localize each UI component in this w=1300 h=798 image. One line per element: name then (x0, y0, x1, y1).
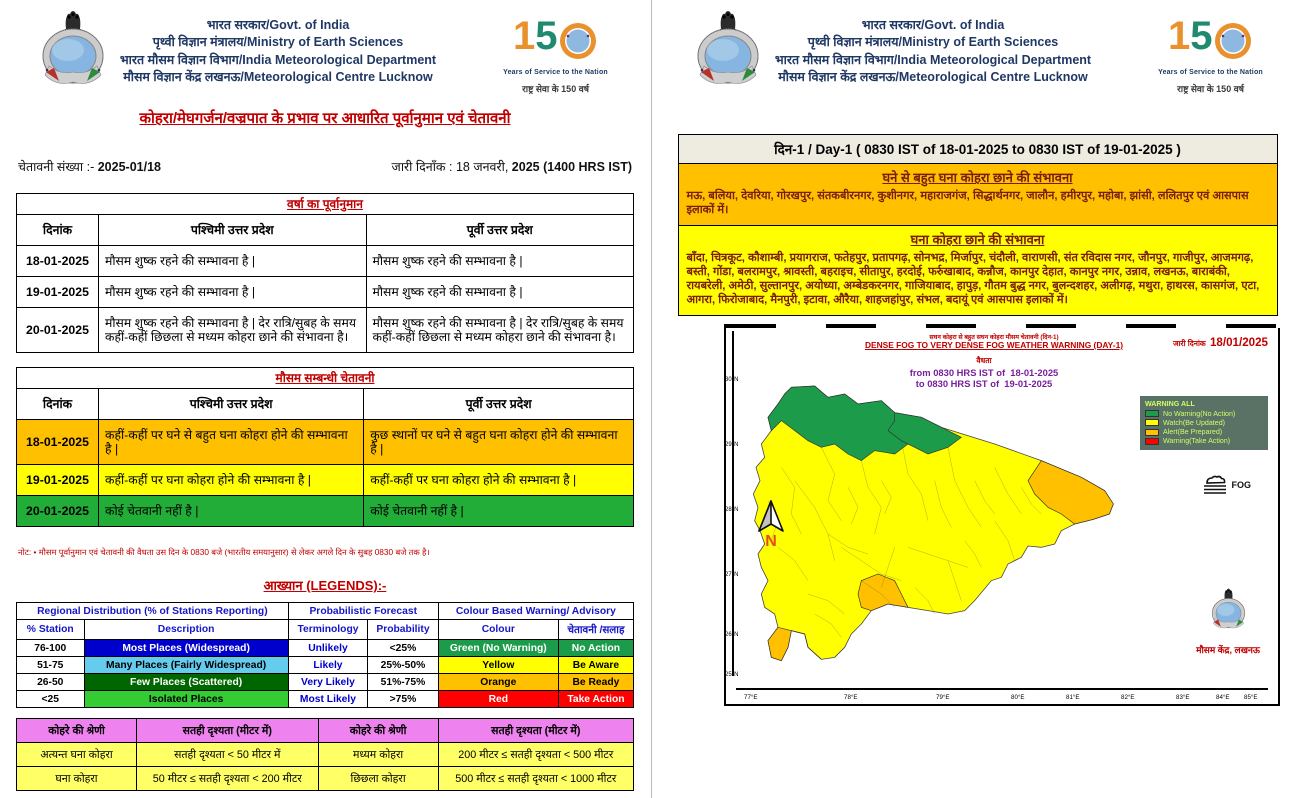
svg-text:79°E: 79°E (936, 694, 949, 701)
svg-text:25°N: 25°N (725, 672, 738, 678)
svg-text:28°N: 28°N (725, 507, 738, 513)
svg-text:85°E: 85°E (1244, 694, 1257, 701)
svg-text:83°E: 83°E (1176, 694, 1189, 701)
svg-text:29°N: 29°N (725, 442, 738, 448)
svg-text:81°E: 81°E (1066, 694, 1079, 701)
svg-text:26°N: 26°N (725, 632, 738, 638)
svg-text:84°E: 84°E (1216, 694, 1229, 701)
svg-text:30°N: 30°N (725, 377, 738, 383)
svg-text:78°E: 78°E (844, 694, 857, 701)
svg-text:77°E: 77°E (744, 694, 757, 701)
svg-text:N: N (765, 533, 777, 549)
svg-text:82°E: 82°E (1121, 694, 1134, 701)
svg-text:27°N: 27°N (725, 572, 738, 578)
svg-text:80°E: 80°E (1011, 694, 1024, 701)
